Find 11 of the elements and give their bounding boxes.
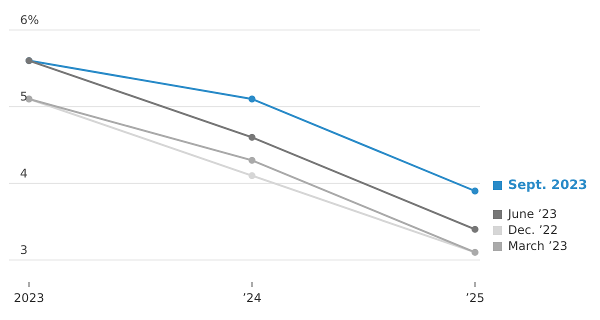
x-tick-label: ’24 — [242, 291, 262, 305]
x-tick-label: 2023 — [14, 291, 44, 305]
y-tick-label: 5 — [20, 90, 28, 104]
legend-label: Dec. ’22 — [508, 223, 558, 237]
y-tick-label: 6% — [20, 13, 40, 27]
x-tick-label: ’25 — [465, 291, 485, 305]
y-tick-label: 4 — [20, 166, 28, 180]
legend-label: March ’23 — [508, 239, 568, 253]
legend-label: June ’23 — [508, 207, 558, 221]
y-tick-label: 3 — [20, 243, 28, 257]
legend-label: Sept. 2023 — [508, 178, 588, 193]
